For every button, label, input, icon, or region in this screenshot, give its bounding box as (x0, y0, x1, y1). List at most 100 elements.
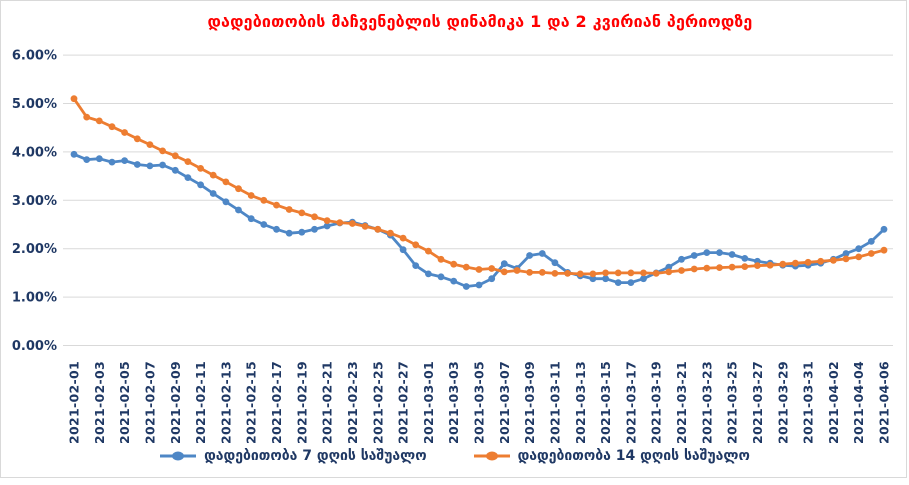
data-point-marker[interactable] (589, 270, 597, 278)
data-point-marker[interactable] (880, 246, 888, 254)
data-point-marker[interactable] (500, 268, 508, 276)
data-point-marker[interactable] (159, 161, 167, 169)
data-point-marker[interactable] (133, 161, 141, 168)
data-point-marker[interactable] (70, 95, 78, 103)
data-point-marker[interactable] (690, 265, 698, 273)
data-point-marker[interactable] (589, 275, 597, 283)
data-point-marker[interactable] (273, 225, 280, 233)
data-point-marker[interactable] (728, 263, 736, 271)
data-point-marker[interactable] (399, 246, 407, 254)
data-point-marker[interactable] (576, 270, 584, 278)
data-point-marker[interactable] (311, 225, 318, 233)
data-point-marker[interactable] (564, 270, 571, 277)
data-point-marker[interactable] (235, 206, 242, 214)
data-point-marker[interactable] (513, 267, 521, 274)
data-point-marker[interactable] (741, 263, 749, 270)
data-point-marker[interactable] (627, 269, 635, 277)
data-point-marker[interactable] (285, 206, 293, 213)
data-point-marker[interactable] (462, 283, 470, 290)
data-point-marker[interactable] (690, 252, 698, 259)
data-point-marker[interactable] (83, 113, 91, 121)
data-point-marker[interactable] (728, 251, 736, 258)
data-point-marker[interactable] (538, 250, 546, 257)
data-point-marker[interactable] (867, 250, 875, 257)
data-point-marker[interactable] (716, 249, 723, 256)
data-point-marker[interactable] (526, 269, 533, 276)
data-point-marker[interactable] (412, 262, 420, 269)
data-point-marker[interactable] (665, 263, 673, 271)
data-point-marker[interactable] (387, 229, 394, 237)
data-point-marker[interactable] (614, 269, 622, 277)
series-line-14day[interactable] (72, 97, 886, 276)
data-point-marker[interactable] (652, 270, 660, 277)
data-point-marker[interactable] (146, 141, 154, 149)
data-point-marker[interactable] (159, 147, 167, 155)
data-point-marker[interactable] (551, 259, 559, 267)
data-point-marker[interactable] (703, 249, 711, 256)
data-point-marker[interactable] (855, 245, 863, 253)
data-point-marker[interactable] (475, 281, 483, 289)
data-point-marker[interactable] (374, 225, 382, 233)
data-point-marker[interactable] (450, 260, 458, 268)
data-point-marker[interactable] (855, 253, 863, 261)
legend-item-14day-average[interactable]: დადებითობა 14 დღის საშუალო (473, 448, 750, 464)
data-point-marker[interactable] (830, 256, 837, 264)
data-point-marker[interactable] (602, 269, 609, 277)
data-point-marker[interactable] (95, 155, 103, 163)
data-point-marker[interactable] (197, 165, 205, 172)
data-point-marker[interactable] (462, 263, 470, 271)
data-point-marker[interactable] (285, 229, 293, 237)
data-point-marker[interactable] (298, 228, 306, 236)
legend-item-7day-average[interactable]: დადებითობა 7 დღის საშუალო (159, 448, 427, 464)
data-point-marker[interactable] (450, 277, 458, 285)
data-point-marker[interactable] (792, 259, 799, 267)
data-point-marker[interactable] (273, 201, 280, 209)
data-point-marker[interactable] (247, 192, 255, 199)
data-point-marker[interactable] (412, 241, 420, 249)
data-point-marker[interactable] (627, 279, 635, 286)
data-point-marker[interactable] (842, 255, 850, 263)
data-point-marker[interactable] (133, 135, 141, 143)
data-point-marker[interactable] (336, 219, 344, 227)
data-point-marker[interactable] (475, 266, 483, 273)
data-point-marker[interactable] (425, 247, 432, 255)
data-point-marker[interactable] (614, 279, 622, 286)
data-point-marker[interactable] (880, 225, 888, 233)
data-point-marker[interactable] (842, 250, 850, 257)
data-point-marker[interactable] (551, 270, 559, 277)
data-point-marker[interactable] (349, 220, 356, 227)
data-point-marker[interactable] (260, 196, 268, 204)
data-point-marker[interactable] (804, 258, 812, 266)
data-point-marker[interactable] (209, 171, 217, 179)
data-point-marker[interactable] (171, 166, 179, 174)
data-point-marker[interactable] (754, 262, 761, 269)
data-point-marker[interactable] (323, 217, 331, 225)
data-point-marker[interactable] (779, 260, 787, 268)
data-point-marker[interactable] (425, 270, 432, 278)
data-point-marker[interactable] (121, 157, 128, 165)
data-point-marker[interactable] (867, 238, 875, 245)
data-point-marker[interactable] (640, 275, 647, 283)
data-point-marker[interactable] (500, 260, 508, 268)
data-point-marker[interactable] (640, 269, 647, 277)
data-point-marker[interactable] (766, 261, 774, 269)
data-point-marker[interactable] (70, 150, 78, 158)
data-point-marker[interactable] (399, 234, 407, 242)
data-point-marker[interactable] (108, 123, 116, 131)
data-point-marker[interactable] (437, 255, 445, 263)
data-point-marker[interactable] (311, 213, 318, 221)
data-point-marker[interactable] (817, 257, 825, 265)
data-point-marker[interactable] (678, 255, 685, 263)
data-point-marker[interactable] (222, 198, 230, 206)
data-point-marker[interactable] (171, 152, 179, 160)
data-point-marker[interactable] (146, 162, 154, 170)
data-point-marker[interactable] (121, 129, 128, 136)
data-point-marker[interactable] (526, 252, 533, 259)
data-point-marker[interactable] (235, 185, 242, 193)
data-point-marker[interactable] (298, 209, 306, 217)
data-point-marker[interactable] (741, 255, 749, 262)
data-point-marker[interactable] (665, 268, 673, 276)
data-point-marker[interactable] (703, 264, 711, 272)
data-point-marker[interactable] (209, 190, 217, 197)
data-point-marker[interactable] (197, 181, 205, 189)
